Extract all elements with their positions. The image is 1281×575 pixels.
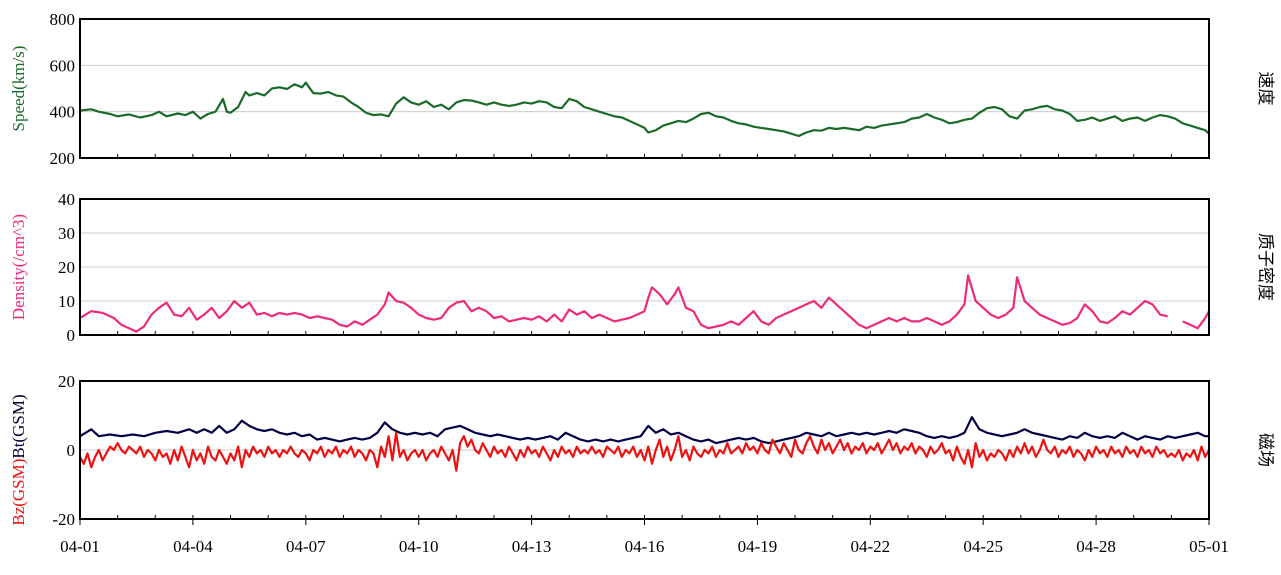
series-line-1-1 [79, 81, 1210, 138]
x-tick-label-10: 05-01 [1189, 537, 1229, 556]
series-line-2-1 [79, 274, 1210, 333]
x-tick-label-3: 04-10 [399, 537, 439, 556]
plot-frame-1 [79, 18, 1210, 159]
y-tick-label-1-1: 400 [50, 103, 76, 122]
y-tick-label-2-2: 20 [58, 258, 75, 277]
y-tick-label-2-1: 10 [58, 292, 75, 311]
y-tick-label-2-3: 30 [58, 224, 75, 243]
y-tick-label-2-0: 0 [67, 326, 76, 345]
y-tick-label-3-1: 0 [67, 441, 76, 460]
x-tick-label-2: 04-07 [286, 537, 326, 556]
x-tick-label-1: 04-04 [173, 537, 213, 556]
side-label-3: 磁场 [1256, 433, 1275, 467]
y-axis-title-part-2: Bt(GSM) [9, 394, 28, 458]
x-tick-label-4: 04-13 [512, 537, 552, 556]
y-tick-label-2-4: 40 [58, 190, 75, 209]
x-tick-label-6: 04-19 [738, 537, 778, 556]
x-tick-label-7: 04-22 [850, 537, 890, 556]
x-tick-label-0: 04-01 [60, 537, 100, 556]
y-tick-label-3-2: 20 [58, 372, 75, 391]
panel-2: 0 10 20 30 40 Density(/cm^3) 质子密度 [9, 190, 1275, 345]
x-tick-label-5: 04-16 [625, 537, 665, 556]
y-tick-label-1-2: 600 [50, 56, 76, 75]
y-axis-title-2: Density(/cm^3) [9, 214, 28, 320]
panel-1: 200 400 600 800 Speed(km/s) 速度 [9, 10, 1275, 168]
y-axis-title-3: Bz(GSM)Bt(GSM) [9, 394, 28, 525]
series-line-3-1 [79, 416, 1209, 445]
panel-3: -20 0 20 Bz(GSM)Bt(GSM) 磁场 04-01 04-04 04-07 04-… [9, 372, 1275, 556]
y-tick-label-3-0: -20 [52, 510, 75, 529]
series-line-3-2 [79, 431, 1210, 472]
y-tick-label-1-0: 200 [50, 149, 76, 168]
x-tick-label-9: 04-28 [1076, 537, 1116, 556]
y-axis-title-part-1: Bz(GSM) [9, 459, 28, 526]
y-tick-label-1-3: 800 [50, 10, 76, 29]
y-axis-title-1: Speed(km/s) [9, 46, 28, 132]
side-label-2: 质子密度 [1256, 233, 1275, 301]
x-tick-label-8: 04-25 [963, 537, 1003, 556]
plot-frame-2 [79, 198, 1210, 336]
side-label-1: 速度 [1256, 72, 1275, 106]
